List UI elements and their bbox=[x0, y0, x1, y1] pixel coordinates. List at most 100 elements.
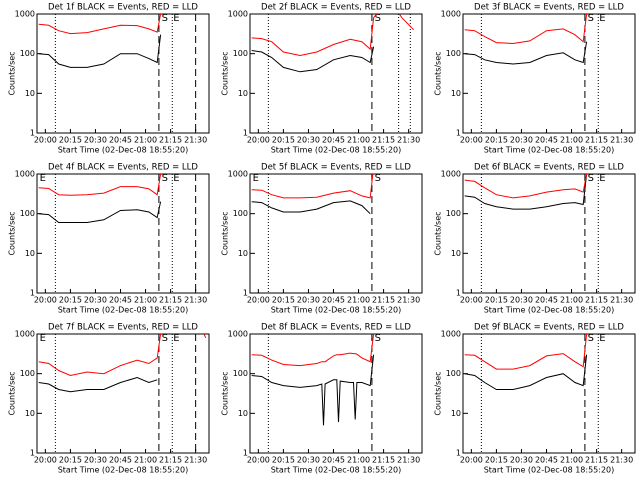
chart-title: Det 7f BLACK = Events, RED = LLD bbox=[48, 323, 198, 333]
plot-frame bbox=[36, 13, 210, 134]
x-tick-label: 20:45 bbox=[535, 456, 558, 465]
y-tick-label: 1000 bbox=[228, 330, 248, 339]
annotation: E bbox=[253, 173, 259, 184]
panel: Det 6f BLACK = Events, RED = LLD 1 10 100 10… bbox=[434, 163, 636, 315]
y-axis-label: Counts/sec bbox=[434, 371, 443, 415]
x-tick-label: 20:00 bbox=[247, 136, 270, 145]
x-tick-label: 20:30 bbox=[510, 456, 533, 465]
series-line bbox=[38, 201, 162, 223]
y-tick-label: 100 bbox=[233, 209, 248, 218]
x-tick-label: 21:15 bbox=[159, 136, 182, 145]
plot-frame bbox=[462, 13, 636, 134]
x-tick-label: 21:00 bbox=[347, 296, 370, 305]
annotation: E bbox=[173, 173, 179, 184]
series-line bbox=[38, 376, 158, 393]
x-axis-label: Start Time (02-Dec-08 18:55:20) bbox=[58, 306, 189, 315]
y-axis-label: Counts/sec bbox=[8, 371, 17, 415]
panel: Det 5f BLACK = Events, RED = LLD 1 10 100 10… bbox=[221, 163, 423, 315]
x-tick-label: 21:00 bbox=[560, 296, 583, 305]
y-axis-label: Counts/sec bbox=[221, 51, 230, 95]
x-tick-label: 21:00 bbox=[134, 136, 157, 145]
annotation: E bbox=[599, 173, 605, 184]
x-tick-label: 20:30 bbox=[510, 296, 533, 305]
plot-frame bbox=[249, 333, 423, 454]
y-tick-label: 1000 bbox=[15, 330, 35, 339]
plot-frame bbox=[36, 173, 210, 294]
y-tick-label: 10 bbox=[238, 249, 248, 258]
x-axis-label: Start Time (02-Dec-08 18:55:20) bbox=[271, 466, 402, 475]
panel: Det 1f BLACK = Events, RED = LLD 1 10 100 10… bbox=[8, 3, 210, 155]
panel: Det 3f BLACK = Events, RED = LLD 1 10 100 10… bbox=[434, 3, 636, 155]
x-tick-label: 21:15 bbox=[372, 456, 395, 465]
x-tick-label: 20:00 bbox=[34, 456, 57, 465]
x-tick-label: 20:00 bbox=[247, 296, 270, 305]
x-tick-label: 21:15 bbox=[585, 456, 608, 465]
y-axis-label: Counts/sec bbox=[8, 51, 17, 95]
y-tick-label: 1000 bbox=[441, 170, 461, 179]
y-tick-label: 1 bbox=[456, 289, 461, 298]
x-tick-label: 20:45 bbox=[109, 456, 132, 465]
y-tick-label: 1 bbox=[243, 289, 248, 298]
series-line bbox=[251, 200, 371, 215]
y-tick-label: 10 bbox=[451, 89, 461, 98]
x-tick-label: 20:45 bbox=[322, 456, 345, 465]
y-tick-label: 10 bbox=[25, 89, 35, 98]
y-tick-label: 10 bbox=[25, 249, 35, 258]
x-tick-label: 20:45 bbox=[535, 136, 558, 145]
series-line bbox=[464, 354, 588, 390]
y-axis-label: Counts/sec bbox=[221, 211, 230, 255]
series-line bbox=[464, 174, 588, 210]
y-tick-label: 10 bbox=[25, 409, 35, 418]
y-tick-label: 1000 bbox=[15, 10, 35, 19]
y-tick-label: 10 bbox=[451, 409, 461, 418]
x-tick-label: 20:30 bbox=[297, 296, 320, 305]
annotation: E bbox=[173, 13, 179, 24]
x-tick-label: 20:15 bbox=[485, 136, 508, 145]
plot-frame bbox=[462, 173, 636, 294]
x-tick-label: 21:30 bbox=[184, 296, 207, 305]
annotation: E bbox=[599, 333, 605, 344]
x-tick-label: 21:00 bbox=[347, 136, 370, 145]
x-tick-label: 20:00 bbox=[247, 456, 270, 465]
x-tick-label: 20:15 bbox=[272, 296, 295, 305]
y-tick-label: 1000 bbox=[441, 330, 461, 339]
x-tick-label: 21:15 bbox=[585, 136, 608, 145]
y-tick-label: 100 bbox=[233, 369, 248, 378]
y-tick-label: 1000 bbox=[441, 10, 461, 19]
y-axis-label: Counts/sec bbox=[434, 51, 443, 95]
x-tick-label: 20:30 bbox=[297, 136, 320, 145]
series-line bbox=[38, 34, 162, 68]
series-line bbox=[38, 334, 207, 377]
x-tick-label: 21:30 bbox=[184, 136, 207, 145]
y-tick-label: 10 bbox=[451, 249, 461, 258]
x-tick-label: 20:30 bbox=[84, 136, 107, 145]
x-tick-label: 20:45 bbox=[109, 136, 132, 145]
series-line bbox=[464, 174, 588, 199]
y-tick-label: 10 bbox=[238, 89, 248, 98]
y-tick-label: 1 bbox=[243, 129, 248, 138]
x-axis-label: Start Time (02-Dec-08 18:55:20) bbox=[271, 146, 402, 155]
x-tick-label: 20:30 bbox=[297, 456, 320, 465]
series-line bbox=[251, 46, 375, 73]
x-tick-label: 20:15 bbox=[485, 456, 508, 465]
y-tick-label: 100 bbox=[233, 49, 248, 58]
series-line bbox=[251, 334, 375, 367]
x-tick-label: 20:30 bbox=[510, 136, 533, 145]
annotation: E bbox=[40, 333, 46, 344]
y-tick-label: 100 bbox=[446, 209, 461, 218]
x-tick-label: 21:15 bbox=[372, 296, 395, 305]
y-tick-label: 100 bbox=[446, 369, 461, 378]
x-tick-label: 21:00 bbox=[134, 456, 157, 465]
y-tick-label: 10 bbox=[238, 409, 248, 418]
plot-frame bbox=[249, 173, 423, 294]
x-tick-label: 21:15 bbox=[372, 136, 395, 145]
x-tick-label: 21:30 bbox=[610, 456, 633, 465]
x-tick-label: 21:00 bbox=[560, 136, 583, 145]
series-line bbox=[464, 41, 588, 65]
annotation: S bbox=[588, 13, 594, 24]
y-tick-label: 1 bbox=[456, 129, 461, 138]
y-tick-label: 100 bbox=[20, 49, 35, 58]
plot-frame bbox=[462, 333, 636, 454]
x-tick-label: 21:00 bbox=[134, 296, 157, 305]
x-tick-label: 21:00 bbox=[347, 456, 370, 465]
